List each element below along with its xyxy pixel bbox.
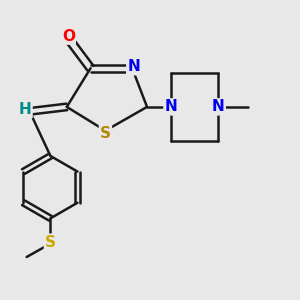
Text: N: N — [164, 99, 177, 114]
Text: N: N — [127, 59, 140, 74]
Text: O: O — [62, 29, 75, 44]
Text: S: S — [45, 235, 56, 250]
Text: N: N — [212, 99, 225, 114]
Text: S: S — [100, 126, 111, 141]
Text: H: H — [19, 102, 31, 117]
